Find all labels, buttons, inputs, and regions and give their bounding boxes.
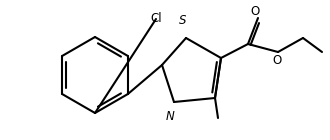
Text: S: S [179, 14, 187, 27]
Text: O: O [272, 54, 281, 67]
Text: N: N [166, 110, 174, 123]
Text: Cl: Cl [150, 12, 162, 25]
Text: O: O [250, 5, 260, 18]
